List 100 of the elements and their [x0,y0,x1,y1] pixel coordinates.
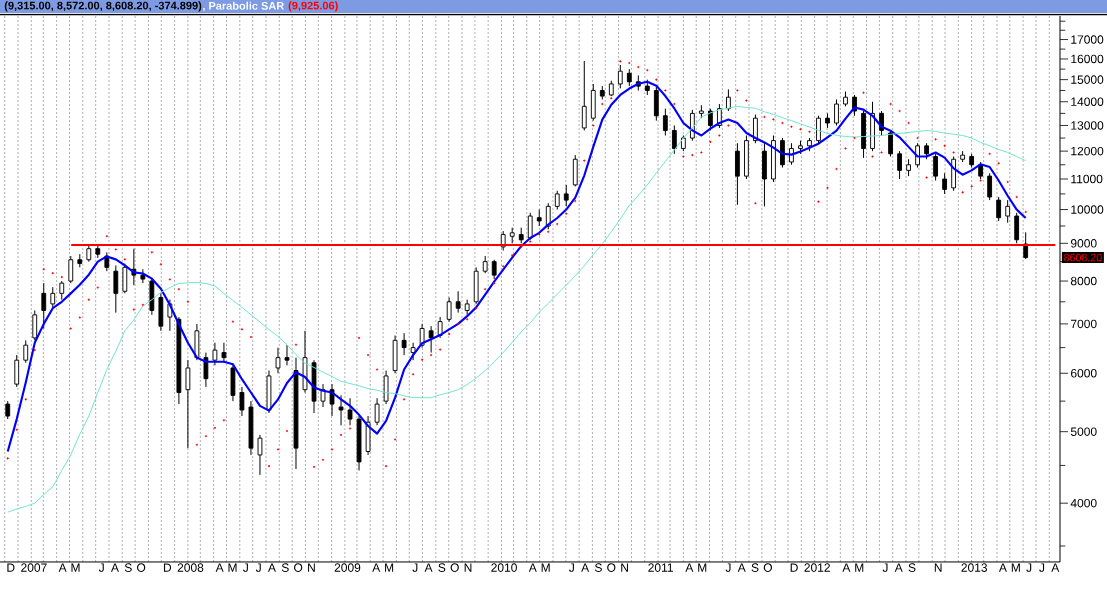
x-tick-label: M [541,563,550,572]
x-tick-label: S [594,563,602,572]
x-tick-label: A [110,563,119,572]
candlestick [1005,199,1011,224]
y-tick-label: 12000 [1071,146,1104,156]
x-tick-label: 2011 [648,563,673,572]
x-tick-label: J [1026,563,1032,572]
chart-subtitle: , Parabolic SAR [203,1,285,12]
x-tick-label: A [372,563,381,572]
x-tick-label: A [528,563,537,572]
x-tick-label: S [751,563,759,572]
candlestick [987,172,993,201]
candlestick [554,190,560,211]
candlestick [401,332,407,356]
candlestick [581,60,587,131]
candlestick [140,268,146,284]
candlestick [275,347,281,374]
x-tick-label: N [464,563,472,572]
candlestick [32,309,38,341]
text: (9,925.06) [288,1,338,12]
x-tick-label: M [385,563,394,572]
x-tick-label: 2008 [177,563,204,572]
candlestick [68,255,74,284]
x-tick-label: A [998,563,1007,572]
x-tick-label: O [294,563,303,572]
x-tick-label: S [438,563,446,572]
x-tick-label: A [581,563,590,572]
candlestick [726,88,731,112]
x-tick-label: J [725,563,731,572]
x-tick-label: O [607,563,616,572]
candlestick [617,64,623,89]
candlestick [284,344,290,366]
x-tick-label: N [934,563,942,572]
x-tick-label: D [7,563,15,572]
x-tick-label: A [737,563,746,572]
x-tick-label: M [228,563,237,572]
x-tick-label: M [855,563,864,572]
x-tick-label: O [137,563,146,572]
x-tick-label: 2007 [21,563,47,572]
x-tick-label: O [450,563,459,572]
candlestick [23,339,29,364]
candlestick [671,124,677,155]
y-tick-label: 15000 [1071,75,1104,84]
y-tick-label: 4000 [1070,498,1097,508]
y-tick-label: 11000 [1071,174,1103,184]
candlestick [491,259,497,280]
x-tick-label: A [1051,563,1060,572]
x-tick-label: N [308,563,315,572]
candlestick [527,212,533,241]
candlestick [816,115,821,144]
x-tick-label: 2010 [491,563,517,572]
candlestick [942,172,948,195]
candlestick [437,316,443,339]
y-tick-label: 16000 [1071,54,1104,64]
x-tick-label: D [790,563,798,572]
y-tick-label: 10000 [1071,205,1104,214]
candlestick [41,282,47,329]
x-tick-label: 2013 [961,563,988,572]
x-tick-label: J [243,563,248,572]
candlestick [59,280,65,301]
y-tick-label: 7000 [1071,319,1097,329]
candlestick [455,290,461,314]
candlestick [338,394,344,426]
candlestick [50,286,56,309]
candlestick [185,359,191,449]
candlestick [933,153,938,181]
candlestick [14,354,20,388]
candlestick [113,264,119,314]
x-tick-label: M [1011,563,1020,572]
y-tick-label: 14000 [1071,97,1104,106]
candlestick [221,342,227,364]
y-tick-label: 9000 [1070,239,1097,248]
candlestick [446,297,452,323]
candlestick [563,184,569,207]
x-tick-label: A [685,563,694,572]
x-tick-label: J [569,563,574,572]
x-tick-label: A [58,563,67,572]
y-tick-label: 5000 [1070,427,1097,436]
x-tick-label: N [621,563,628,572]
x-tick-label: A [215,563,224,572]
x-tick-label: S [281,563,289,572]
x-tick-label: J [882,563,888,572]
x-tick-label: M [698,563,707,572]
x-tick-label: J [1039,563,1045,572]
x-tick-label: A [424,563,433,572]
candlestick [996,196,1002,222]
chart-title: (9,315.00, 8,572.00, 8,608.20, -374.899) [4,1,202,12]
candlestick [428,325,434,354]
candlestick [1023,231,1029,260]
y-tick-label: 13000 [1071,121,1104,130]
candlestick [320,383,326,408]
candlestick [239,386,245,417]
x-tick-label: J [98,563,104,572]
x-tick-label: M [71,563,80,572]
candlestick [662,108,668,136]
y-tick-label: 8000 [1070,276,1097,286]
x-tick-label: A [268,563,276,572]
candlestick [212,342,218,366]
x-tick-label: A [842,563,851,572]
candlestick [545,202,551,230]
